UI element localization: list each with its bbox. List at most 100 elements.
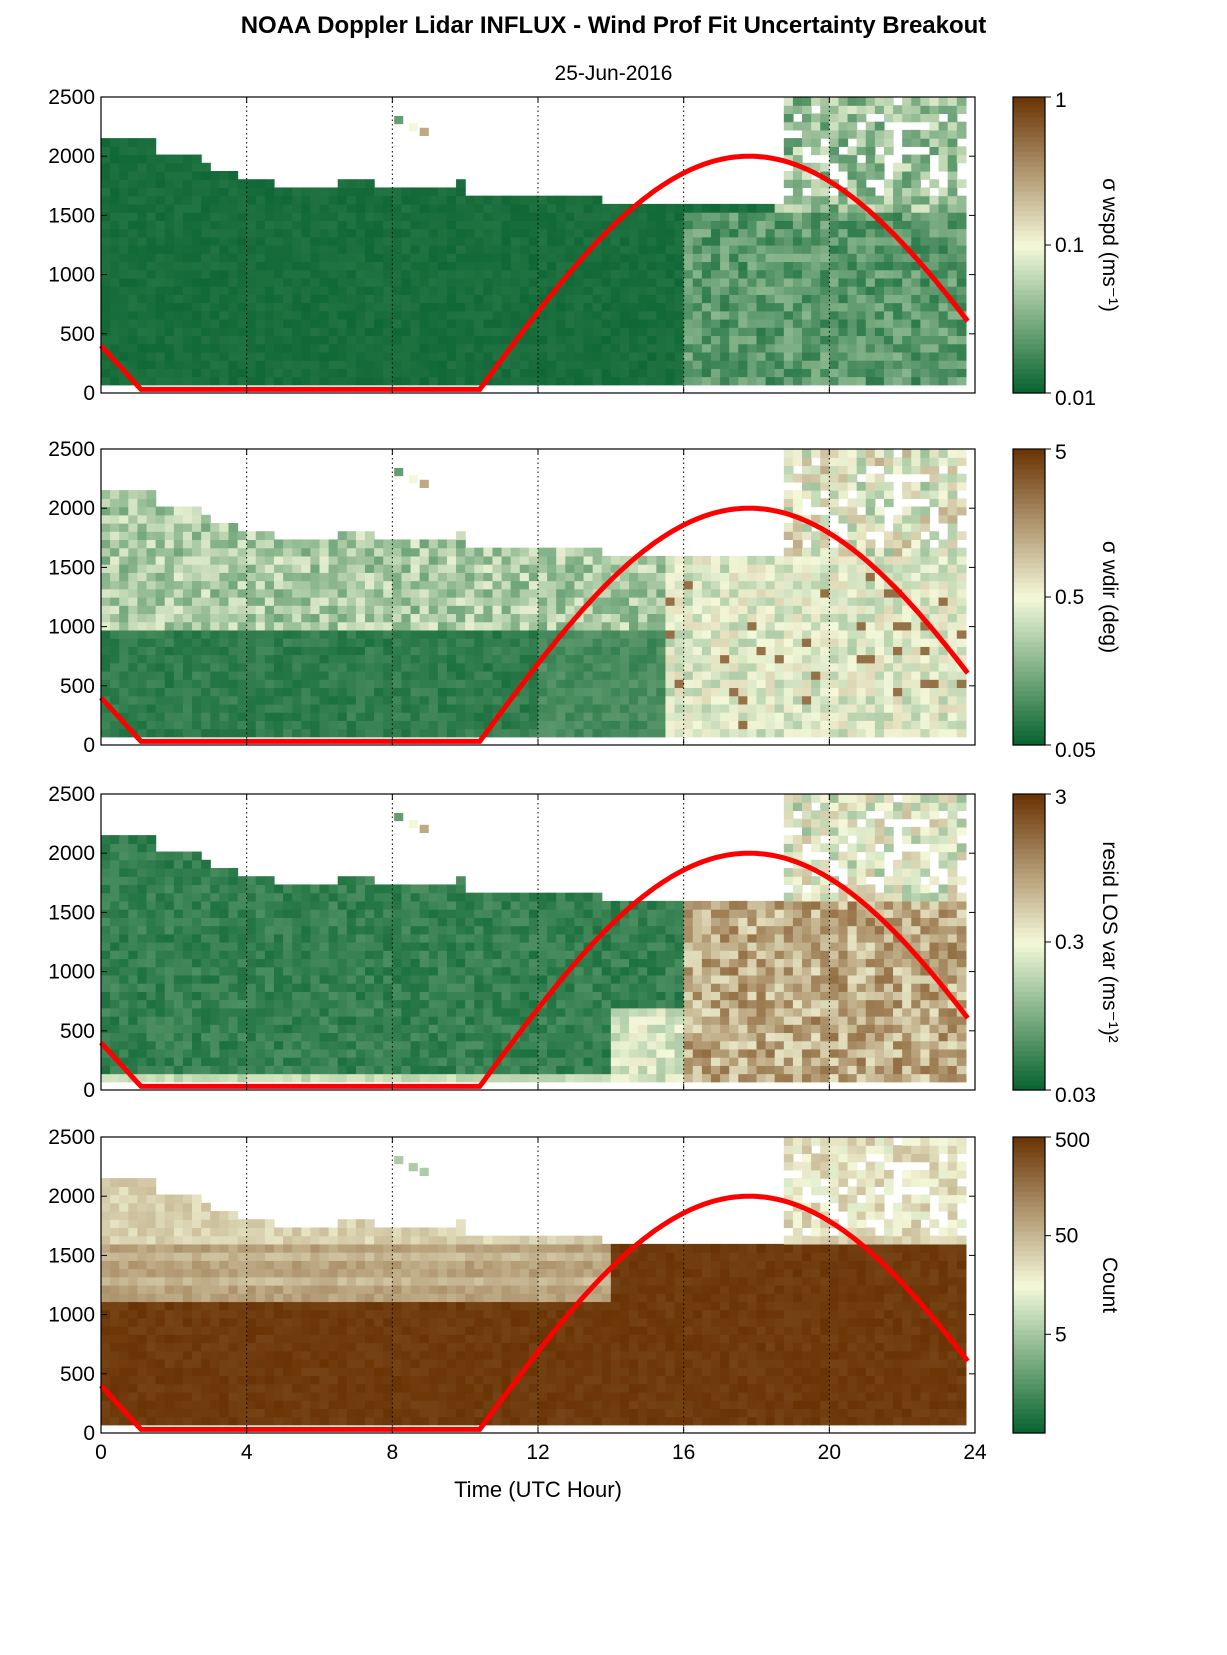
heatmap-cell <box>483 335 494 345</box>
heatmap-cell <box>838 695 849 705</box>
heatmap-cell <box>783 343 794 353</box>
heatmap-cell <box>747 261 758 271</box>
heatmap-cell <box>137 319 148 328</box>
heatmap-cell <box>893 646 903 656</box>
heatmap-cell <box>956 277 967 287</box>
heatmap-cell <box>264 335 275 345</box>
heatmap-cell <box>783 695 794 705</box>
heatmap-cell <box>947 245 958 254</box>
heatmap-cell <box>729 294 739 304</box>
heatmap-cell <box>811 310 821 320</box>
heatmap-cell <box>465 261 475 271</box>
heatmap-cell <box>683 662 694 672</box>
heatmap-cell <box>273 629 284 639</box>
heatmap-cell <box>765 360 776 369</box>
heatmap-cell <box>492 269 503 279</box>
heatmap-cell <box>829 310 840 320</box>
heatmap-cell <box>246 580 257 590</box>
heatmap-cell <box>674 629 685 639</box>
heatmap-cell <box>456 629 466 639</box>
heatmap-cell <box>647 564 657 573</box>
heatmap-cell <box>110 351 120 361</box>
heatmap-cell <box>492 654 503 664</box>
heatmap-cell <box>929 113 940 123</box>
heatmap-cell <box>738 335 748 345</box>
heatmap-cell <box>419 621 430 631</box>
heatmap-cell <box>301 269 311 279</box>
heatmap-cell <box>911 703 921 713</box>
heatmap-cell <box>701 679 712 689</box>
colorbar-segment <box>1013 151 1045 157</box>
heatmap-cell <box>528 703 539 713</box>
heatmap-cell <box>647 629 657 639</box>
heatmap-cell <box>219 245 230 254</box>
heatmap-cell <box>783 154 794 164</box>
heatmap-cell <box>792 449 803 458</box>
heatmap-cell <box>883 376 894 386</box>
heatmap-cell <box>874 564 885 573</box>
heatmap-cell <box>446 327 457 337</box>
heatmap-cell <box>729 327 739 337</box>
heatmap-cell <box>337 253 348 263</box>
heatmap-cell <box>829 638 840 647</box>
heatmap-cell <box>483 277 494 287</box>
heatmap-cell <box>929 481 940 491</box>
heatmap-cell <box>847 294 858 304</box>
heatmap-cell <box>838 376 849 386</box>
heatmap-cell <box>483 588 494 598</box>
heatmap-cell <box>173 654 184 664</box>
heatmap-cell <box>437 646 448 656</box>
heatmap-cell <box>865 195 876 205</box>
heatmap-cell <box>355 195 366 205</box>
heatmap-cell <box>811 597 821 606</box>
heatmap-cell <box>592 728 603 738</box>
heatmap-cell <box>756 220 767 230</box>
heatmap-cell <box>264 286 275 295</box>
heatmap-cell <box>410 638 421 647</box>
heatmap-cell <box>820 621 830 631</box>
heatmap-cell <box>811 236 821 246</box>
heatmap-cell <box>829 253 840 263</box>
heatmap-cell <box>647 687 657 697</box>
heatmap-cell <box>747 294 758 304</box>
heatmap-cell <box>547 261 557 271</box>
heatmap-cell <box>610 646 621 656</box>
heatmap-cell <box>155 212 166 221</box>
heatmap-cell <box>938 498 949 508</box>
heatmap-cell <box>164 171 175 180</box>
heatmap-cell <box>720 720 730 730</box>
heatmap-cell <box>301 343 311 353</box>
heatmap-cell <box>947 638 958 647</box>
heatmap-cell <box>110 654 120 664</box>
heatmap-cell <box>182 588 193 598</box>
heatmap-cell <box>747 654 758 664</box>
heatmap-cell <box>829 580 840 590</box>
heatmap-cell <box>883 531 894 541</box>
heatmap-cell <box>538 220 548 230</box>
heatmap-cell <box>656 720 667 730</box>
heatmap-cell <box>774 572 785 582</box>
heatmap-cell <box>574 547 585 557</box>
heatmap-cell <box>674 695 685 705</box>
heatmap-cell <box>920 228 931 238</box>
heatmap-cell <box>811 621 821 631</box>
heatmap-cell <box>237 368 248 378</box>
heatmap-cell <box>629 319 639 328</box>
heatmap-cell <box>292 588 302 598</box>
heatmap-cell <box>811 449 821 458</box>
heatmap-cell <box>665 564 676 573</box>
heatmap-cell <box>410 277 421 287</box>
heatmap-cell <box>756 335 767 345</box>
heatmap-cell <box>237 335 248 345</box>
heatmap-cell <box>101 531 111 541</box>
heatmap-cell <box>328 343 339 353</box>
heatmap-cell <box>883 203 894 213</box>
heatmap-cell <box>729 220 739 230</box>
heatmap-cell <box>210 728 220 738</box>
heatmap-cell <box>119 490 129 499</box>
heatmap-cell <box>547 597 557 606</box>
heatmap-cell <box>829 671 840 680</box>
heatmap-cell <box>547 564 557 573</box>
heatmap-cell <box>346 195 357 205</box>
heatmap-cell <box>847 654 858 664</box>
